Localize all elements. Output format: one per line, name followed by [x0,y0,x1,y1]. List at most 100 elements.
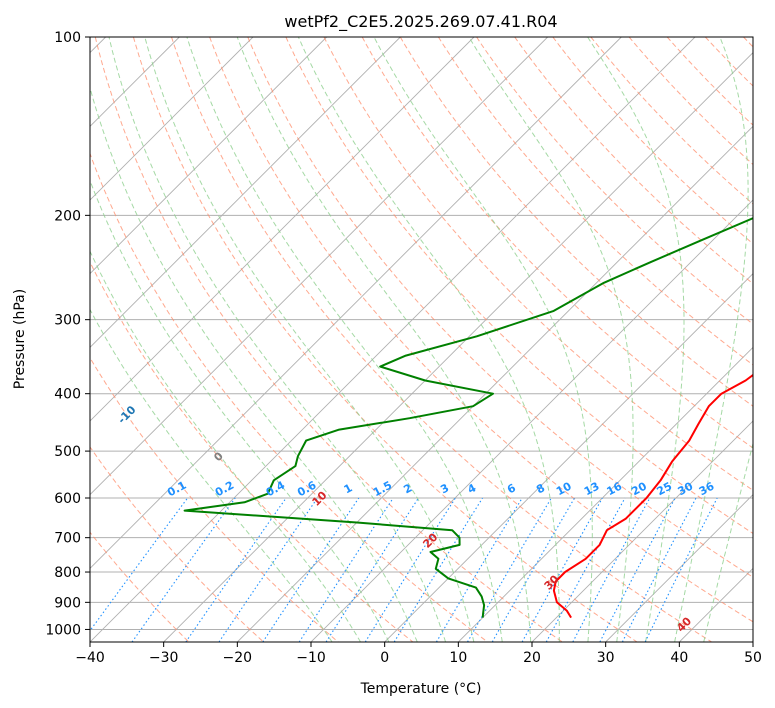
x-tick-label: −30 [149,650,179,666]
x-axis: −40 −30 −20 −10 0 10 20 30 40 50 [75,642,762,666]
dry-adiabat [132,37,638,642]
dry-adiabat [247,37,753,578]
dry-adiabat [437,37,753,366]
y-tick-label: 300 [54,313,81,329]
isotherm-line [458,346,753,642]
dry-adiabat-label: 20 [420,530,440,550]
y-tick-label: 400 [54,387,81,403]
y-tick-label: 1000 [45,622,81,638]
dry-adiabat [590,37,753,205]
y-axis: 100 200 300 400 500 600 700 800 900 1000 [45,30,90,638]
moist-adiabat [144,37,475,642]
isotherm-line [384,273,753,642]
y-tick-label: 600 [54,491,81,507]
mixing-ratio-line [621,497,697,642]
mixing-ratio-lines [90,497,718,642]
mixing-ratio-label: 0.1 [165,479,188,500]
mixing-ratio-line [325,497,419,642]
mixing-ratio-line [393,497,483,642]
moist-adiabat [90,308,333,642]
y-tick-label: 900 [54,595,81,611]
mixing-ratio-label: 16 [605,479,625,498]
x-tick-label: 20 [523,650,541,666]
x-axis-label: Temperature (°C) [360,681,482,697]
isotherm-line [90,37,696,642]
isotherm-line [90,37,622,569]
dry-adiabat [704,37,753,87]
mixing-ratio-label: 3 [438,481,451,496]
y-axis-label: Pressure (hPa) [12,289,28,389]
moist-adiabat [90,179,390,642]
pressure-gridlines [90,37,753,630]
isotherm-line [90,37,254,201]
isotherm-lines [90,37,753,642]
dry-adiabat-lines [90,37,753,642]
x-tick-label: −40 [75,650,105,666]
mixing-ratio-label: 8 [534,481,547,496]
isotherm-line [90,37,401,348]
plot-area: -100-90-80-70-60-50-40-30-20-10010203040… [32,37,753,642]
y-tick-label: 200 [54,208,81,224]
moist-adiabat [186,37,503,642]
mixing-ratio-label: 0.2 [213,479,236,500]
mixing-ratio-label: 1.5 [371,479,394,500]
dry-adiabat [171,37,712,642]
isotherm-line [310,199,753,642]
moist-adiabat [236,37,532,642]
x-tick-label: 10 [449,650,467,666]
mixing-ratio-line [90,497,189,632]
mixing-ratio-label: 20 [629,479,649,498]
moist-adiabat [703,441,753,642]
moist-adiabat [674,37,749,642]
y-tick-label: 500 [54,444,81,460]
x-tick-label: 30 [597,650,615,666]
mixing-ratio-label: 4 [465,481,478,496]
moist-adiabat [373,37,593,642]
dry-adiabat [94,37,563,642]
mixing-ratio-line [364,497,456,642]
mixing-ratio-label: 36 [697,479,717,498]
y-tick-label: 700 [54,531,81,547]
series-line-1 [183,217,753,618]
isotherm-line [531,420,753,642]
isotherm-line [605,494,753,642]
mixing-ratio-line [262,497,360,642]
dry-adiabat [743,37,753,48]
isotherm-line [90,37,475,422]
dry-adiabat [90,446,264,642]
mixing-ratio-label: 1 [342,481,355,496]
plot-frame [89,36,754,643]
dry-adiabat [209,37,753,623]
x-tick-label: 50 [744,650,762,666]
dry-adiabat [476,37,753,325]
y-tick-label: 100 [54,30,81,46]
mixing-ratio-line [599,497,676,642]
dry-adiabat-label: -20 [32,361,55,384]
dry-adiabat [323,37,753,491]
mixing-ratio-line [131,497,236,642]
y-tick-label: 800 [54,565,81,581]
dry-adiabat [552,37,753,245]
mixing-ratio-label: 13 [582,480,602,499]
moist-adiabat [90,86,418,642]
mixing-ratio-line [435,497,523,642]
chart-title: wetPf2_C2E5.2025.269.07.41.R04 [284,12,557,32]
moist-adiabat [90,250,362,642]
dry-adiabat [514,37,753,285]
mixing-ratio-label: 25 [655,480,675,499]
moist-adiabat [587,37,685,642]
dry-adiabat-label: -10 [115,403,138,426]
isotherm-line [90,37,327,275]
mixing-ratio-label: 10 [554,479,574,498]
dry-adiabat [399,37,753,407]
mixing-ratio-labels: 0.1 0.2 0.4 0.6 1 1.5 2 3 4 6 8 10 13 16 20 25 30 36 [165,478,716,499]
dry-adiabat [90,260,414,642]
series-line-0 [552,373,753,619]
isotherm-line [90,37,548,496]
x-tick-label: −10 [296,650,326,666]
x-tick-label: −20 [223,650,253,666]
dry-adiabat [628,37,753,166]
mixing-ratio-label: 6 [505,481,518,496]
moist-adiabat-lines [90,37,753,642]
